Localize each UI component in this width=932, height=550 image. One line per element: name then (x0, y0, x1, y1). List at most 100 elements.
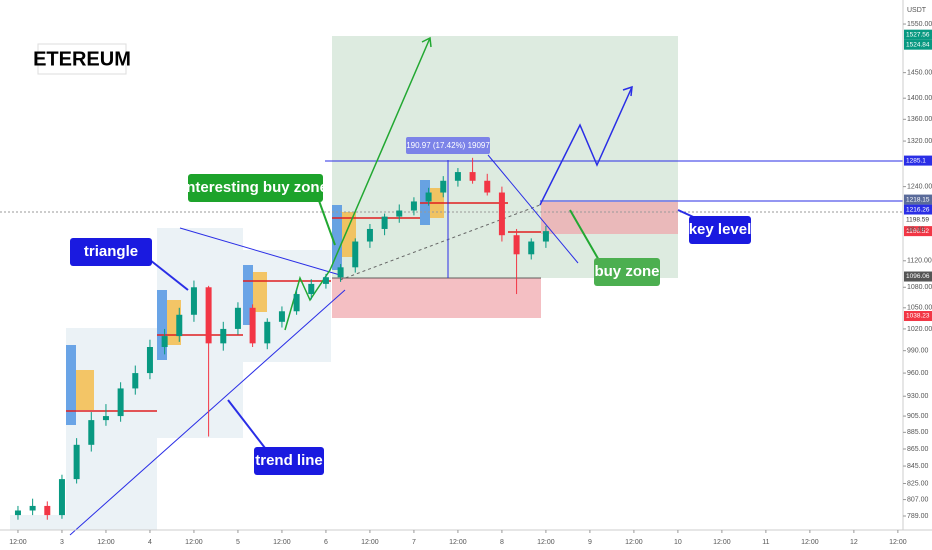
poc-lines (66, 202, 541, 412)
x-tick-label: 7 (412, 539, 416, 546)
y-tick-label: 905.00 (907, 413, 929, 420)
candle-body (293, 294, 300, 312)
arrowhead (421, 36, 432, 48)
buy-zone-box (332, 278, 541, 318)
price-tag-label: 1218.15 (906, 196, 930, 203)
x-tick-label: 12:00 (713, 539, 731, 546)
price-tag-label: 1285.1 (906, 157, 926, 164)
candle-body (44, 505, 51, 516)
candle-body (425, 192, 432, 202)
pointer (149, 259, 189, 291)
candle-body (220, 328, 227, 344)
x-tick-label: 12:00 (273, 539, 291, 546)
key-level-box (541, 202, 678, 234)
price-tag-label: 1096.06 (906, 273, 930, 280)
price-tag (904, 214, 932, 225)
candle-body (322, 277, 329, 284)
candle-body (498, 192, 505, 236)
candle-body (73, 444, 80, 480)
x-tick-label: 6 (324, 539, 328, 546)
x-tick-label: 12:00 (97, 539, 115, 546)
candle-body (381, 216, 388, 229)
y-tick-label: 1550.00 (907, 21, 932, 28)
measure-box (406, 137, 490, 154)
candle-body (190, 287, 197, 315)
pointer (227, 399, 266, 449)
y-tick-label: 1240.00 (907, 183, 932, 190)
candle-body (29, 505, 36, 511)
y-tick-label: 1050.00 (907, 305, 932, 312)
x-tick-label: 10 (674, 539, 682, 546)
title-box (37, 43, 127, 75)
pointer (317, 197, 336, 246)
x-tick-label: 8 (500, 539, 504, 546)
trend-line (69, 289, 346, 536)
price-tag (904, 271, 932, 282)
annotation-box (594, 258, 660, 286)
candle-body (396, 210, 403, 217)
price-tag-label: 1198.59 (906, 216, 929, 223)
price-tag-label: 1166.52 (906, 228, 929, 235)
candle-body (469, 172, 476, 181)
profile-bar (76, 370, 94, 410)
profile-bar (243, 265, 253, 325)
candle-body (176, 314, 183, 337)
price-tag-label: 1527.56 (906, 31, 930, 38)
y-tick-label: 1320.00 (907, 138, 932, 145)
price-tag-label: 1524.84 (906, 41, 930, 48)
y-tick-label: 1360.00 (907, 116, 932, 123)
y-tick-label: 1450.00 (907, 69, 932, 76)
annotation-box (689, 216, 751, 244)
countdown: 38:49 (907, 226, 925, 233)
axes: 1550.00 1450.00 1400.00 1360.00 1320.00 1240.… (9, 21, 932, 546)
currency-label: USDT (907, 7, 927, 14)
target-zone (332, 36, 678, 278)
x-tick-label: 12:00 (537, 539, 555, 546)
annotation: key level (689, 221, 752, 238)
pointer (569, 209, 601, 263)
price-tag-label: 1038.23 (906, 313, 930, 320)
x-tick-label: 12:00 (801, 539, 819, 546)
session-box (10, 515, 66, 530)
candle-body (58, 479, 65, 516)
x-tick-label: 12:00 (9, 539, 27, 546)
annotation: trend line (255, 452, 323, 469)
annotation: triangle (84, 243, 138, 260)
y-tick-label: 885.00 (907, 429, 929, 436)
profile-bar (332, 205, 342, 270)
price-tag (904, 311, 932, 322)
y-tick-label: 1120.00 (907, 258, 932, 265)
x-tick-label: 3 (60, 539, 64, 546)
candle-body (410, 201, 417, 211)
candle-body (249, 307, 256, 344)
candles (14, 157, 549, 520)
profile-bar (253, 272, 267, 312)
candle-body (542, 231, 549, 242)
candle-body (528, 241, 535, 255)
x-tick-label: 12:00 (449, 539, 467, 546)
x-tick-label: 12:00 (361, 539, 379, 546)
candle-body (366, 228, 373, 242)
price-tag (904, 194, 932, 205)
x-tick-label: 12:00 (889, 539, 907, 546)
candle-body (146, 347, 153, 374)
candle-body (161, 336, 168, 348)
down-line (487, 154, 579, 264)
annotation-box (254, 447, 324, 475)
price-tag (904, 204, 932, 215)
annotation: interesting buy zone (182, 179, 328, 196)
y-tick-label: 990.00 (907, 348, 929, 355)
y-tick-label: 1400.00 (907, 95, 932, 102)
y-tick-label: 789.00 (907, 513, 929, 520)
x-tick-label: 5 (236, 539, 240, 546)
candle-body (234, 307, 241, 329)
candle-body (454, 172, 461, 181)
candle-body (102, 416, 109, 421)
y-tick-label: 1020.00 (907, 326, 932, 333)
candle-body (513, 235, 520, 255)
price-tag (904, 29, 932, 40)
candle-body (264, 321, 271, 344)
candle-body (132, 373, 139, 389)
chart-title: ETEREUM (33, 48, 131, 70)
